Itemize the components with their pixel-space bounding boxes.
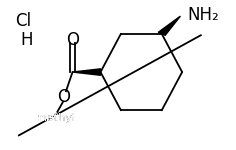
Text: methyl: methyl: [36, 113, 75, 123]
Text: O: O: [57, 88, 70, 106]
Text: methyl: methyl: [36, 113, 75, 123]
Text: O: O: [66, 31, 79, 49]
Text: NH₂: NH₂: [187, 6, 219, 24]
Polygon shape: [72, 69, 101, 75]
Text: Cl: Cl: [15, 12, 31, 30]
Polygon shape: [158, 16, 180, 35]
Text: H: H: [20, 31, 33, 49]
Text: methyl: methyl: [38, 113, 77, 123]
